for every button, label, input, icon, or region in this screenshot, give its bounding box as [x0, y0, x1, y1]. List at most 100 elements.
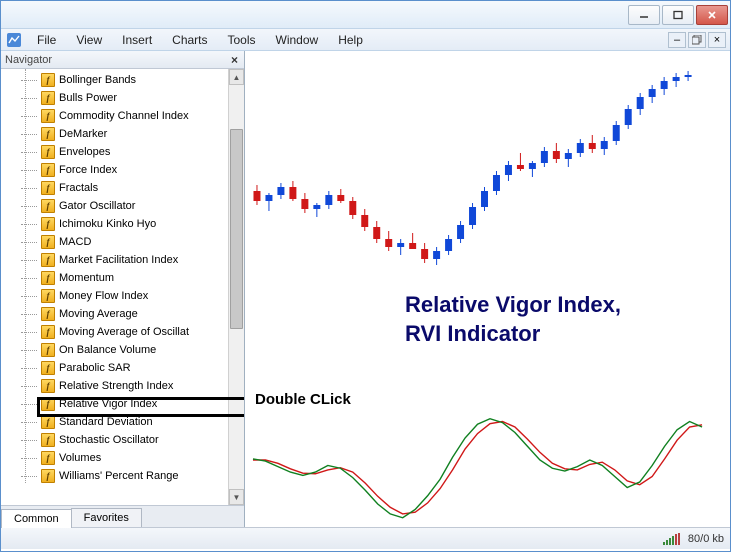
indicator-label: Standard Deviation	[59, 416, 153, 428]
indicator-icon: f	[41, 73, 55, 87]
indicator-label: Gator Oscillator	[59, 200, 135, 212]
indicator-icon: f	[41, 379, 55, 393]
scroll-down-button[interactable]: ▼	[229, 489, 244, 505]
scroll-up-button[interactable]: ▲	[229, 69, 244, 85]
indicator-icon: f	[41, 91, 55, 105]
indicator-list: f Bollinger Bands f Bulls Power f Commodity C…	[1, 69, 244, 487]
status-right: 80/0 kb	[663, 533, 724, 545]
indicator-item[interactable]: fParabolic SAR	[1, 359, 244, 377]
indicator-label: Force Index	[59, 164, 117, 176]
indicator-icon: f	[41, 469, 55, 483]
app-icon	[5, 31, 23, 49]
indicator-item[interactable]: f Standard Deviation	[1, 413, 244, 431]
scroll-thumb[interactable]	[230, 129, 243, 329]
mdi-minimize-button[interactable]: –	[668, 32, 686, 48]
indicator-item[interactable]: f Stochastic Oscillator	[1, 431, 244, 449]
indicator-icon: f	[41, 415, 55, 429]
indicator-label: Relative Vigor Index	[59, 398, 157, 410]
navigator-title: Navigator	[5, 54, 52, 66]
indicator-item[interactable]: fDeMarker	[1, 125, 244, 143]
tree-scrollbar[interactable]: ▲ ▼	[228, 69, 244, 505]
indicator-item[interactable]: f Bulls Power	[1, 89, 244, 107]
indicator-label: Ichimoku Kinko Hyo	[59, 218, 156, 230]
indicator-item[interactable]: fFractals	[1, 179, 244, 197]
indicator-item[interactable]: f Ichimoku Kinko Hyo	[1, 215, 244, 233]
menu-window[interactable]: Window	[266, 31, 329, 49]
chart-area[interactable]: Relative Vigor Index, RVI Indicator Doub…	[245, 51, 730, 527]
indicator-item[interactable]: fMoney Flow Index	[1, 287, 244, 305]
annotation-title: Relative Vigor Index, RVI Indicator	[405, 291, 621, 348]
mdi-close-button[interactable]: ×	[708, 32, 726, 48]
indicator-item[interactable]: f Moving Average of Oscillat	[1, 323, 244, 341]
indicator-icon: f	[41, 271, 55, 285]
indicator-icon: f	[41, 343, 55, 357]
menu-tools[interactable]: Tools	[218, 31, 266, 49]
annotation-double-click: Double CLick	[255, 391, 351, 408]
indicator-item[interactable]: f Momentum	[1, 269, 244, 287]
menu-file[interactable]: File	[27, 31, 66, 49]
indicator-label: Relative Strength Index	[59, 380, 173, 392]
maximize-button[interactable]	[662, 5, 694, 25]
indicator-item[interactable]: f Bollinger Bands	[1, 71, 244, 89]
indicator-label: On Balance Volume	[59, 344, 156, 356]
indicator-item[interactable]: fMoving Average	[1, 305, 244, 323]
indicator-label: Volumes	[59, 452, 101, 464]
indicator-item[interactable]: fVolumes	[1, 449, 244, 467]
indicator-item[interactable]: f On Balance Volume	[1, 341, 244, 359]
indicator-item[interactable]: f MACD	[1, 233, 244, 251]
indicator-label: Parabolic SAR	[59, 362, 131, 374]
indicator-label: Market Facilitation Index	[59, 254, 178, 266]
annotation-title-line2: RVI Indicator	[405, 320, 621, 349]
indicator-item[interactable]: fRelative Vigor Index	[1, 395, 244, 413]
indicator-item[interactable]: f Williams' Percent Range	[1, 467, 244, 485]
indicator-label: Stochastic Oscillator	[59, 434, 159, 446]
indicator-label: Envelopes	[59, 146, 110, 158]
menu-view[interactable]: View	[66, 31, 112, 49]
indicator-icon: f	[41, 199, 55, 213]
indicator-label: Commodity Channel Index	[59, 110, 189, 122]
indicator-icon: f	[41, 235, 55, 249]
indicator-label: Fractals	[59, 182, 98, 194]
indicator-icon: f	[41, 433, 55, 447]
menu-help[interactable]: Help	[328, 31, 373, 49]
indicator-item[interactable]: f Gator Oscillator	[1, 197, 244, 215]
indicator-label: MACD	[59, 236, 91, 248]
indicator-icon: f	[41, 145, 55, 159]
indicator-label: Moving Average of Oscillat	[59, 326, 189, 338]
workspace: Navigator × f Bollinger Bands f Bulls Power…	[1, 51, 730, 527]
statusbar: 80/0 kb	[1, 527, 730, 549]
navigator-tree: f Bollinger Bands f Bulls Power f Commodity C…	[1, 69, 244, 505]
indicator-label: Williams' Percent Range	[59, 470, 178, 482]
indicator-item[interactable]: f Relative Strength Index	[1, 377, 244, 395]
transfer-status: 80/0 kb	[688, 533, 724, 545]
mdi-restore-button[interactable]	[688, 32, 706, 48]
indicator-item[interactable]: f Commodity Channel Index	[1, 107, 244, 125]
indicator-item[interactable]: f Envelopes	[1, 143, 244, 161]
close-button[interactable]	[696, 5, 728, 25]
menu-insert[interactable]: Insert	[112, 31, 162, 49]
indicator-label: DeMarker	[59, 128, 107, 140]
indicator-label: Bulls Power	[59, 92, 117, 104]
menu-charts[interactable]: Charts	[162, 31, 217, 49]
titlebar	[1, 1, 730, 29]
tab-favorites[interactable]: Favorites	[71, 508, 142, 527]
indicator-item[interactable]: f Force Index	[1, 161, 244, 179]
indicator-icon: f	[41, 163, 55, 177]
indicator-label: Bollinger Bands	[59, 74, 136, 86]
indicator-icon: f	[41, 217, 55, 231]
navigator-header: Navigator ×	[1, 51, 244, 69]
menubar: File View Insert Charts Tools Window Hel…	[1, 29, 730, 51]
indicator-icon: f	[41, 253, 55, 267]
indicator-label: Momentum	[59, 272, 114, 284]
main-window: File View Insert Charts Tools Window Hel…	[0, 0, 731, 552]
indicator-icon: f	[41, 109, 55, 123]
navigator-close-icon[interactable]: ×	[229, 53, 240, 67]
mdi-controls: – ×	[668, 32, 730, 48]
indicator-icon: f	[41, 325, 55, 339]
indicator-item[interactable]: f Market Facilitation Index	[1, 251, 244, 269]
navigator-panel: Navigator × f Bollinger Bands f Bulls Power…	[1, 51, 245, 527]
indicator-label: Moving Average	[59, 308, 138, 320]
tab-common[interactable]: Common	[1, 509, 72, 528]
indicator-icon: f	[41, 289, 55, 303]
minimize-button[interactable]	[628, 5, 660, 25]
